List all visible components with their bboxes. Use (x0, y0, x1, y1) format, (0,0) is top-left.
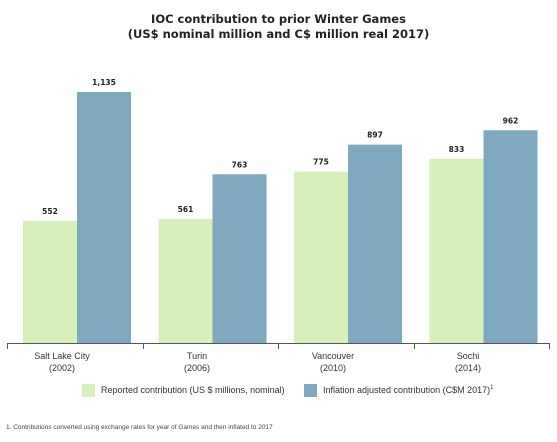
chart-title-line-1: IOC contribution to prior Winter Games (151, 12, 406, 26)
bar-inflation-adjusted-2 (348, 144, 402, 343)
legend-swatch-inflation-adjusted (304, 384, 317, 397)
data-label-reported-2: 775 (313, 158, 329, 167)
category-label-salt-lake-city: Salt Lake City (2002) (34, 351, 90, 373)
legend-label-inflation-adjusted: Inflation adjusted contribution (C$M 201… (323, 385, 494, 395)
bar-inflation-adjusted-3 (483, 130, 538, 343)
data-label-inflation-adjusted-1: 763 (232, 160, 248, 169)
legend-footnote-mark: 1 (490, 385, 494, 391)
category-label-turin: Turin (2006) (183, 351, 210, 373)
bar-reported-0 (23, 220, 77, 343)
data-label-reported-1: 561 (178, 205, 194, 214)
bar-reported-1 (158, 218, 213, 343)
legend: Reported contribution (US $ millions, no… (0, 384, 557, 402)
data-label-inflation-adjusted-3: 962 (503, 116, 519, 125)
chart-title: IOC contribution to prior Winter Games (… (0, 12, 557, 42)
bar-inflation-adjusted-0 (77, 92, 131, 343)
chart-title-line-2: (US$ nominal million and C$ million real… (127, 27, 430, 41)
bar-inflation-adjusted-1 (212, 174, 267, 343)
data-label-reported-0: 552 (42, 207, 58, 216)
category-label-vancouver: Vancouver (2010) (311, 351, 355, 373)
bar-reported-3 (429, 158, 484, 343)
footnote: 1. Contributions converted using exchang… (6, 424, 273, 431)
category-label-sochi: Sochi (2014) (454, 351, 481, 373)
data-label-inflation-adjusted-2: 897 (367, 131, 383, 140)
data-label-inflation-adjusted-0: 1,135 (92, 78, 116, 87)
data-label-reported-3: 833 (449, 145, 465, 154)
legend-swatch-reported (82, 384, 95, 397)
legend-label-reported: Reported contribution (US $ millions, no… (101, 385, 285, 395)
bar-reported-2 (294, 171, 348, 343)
